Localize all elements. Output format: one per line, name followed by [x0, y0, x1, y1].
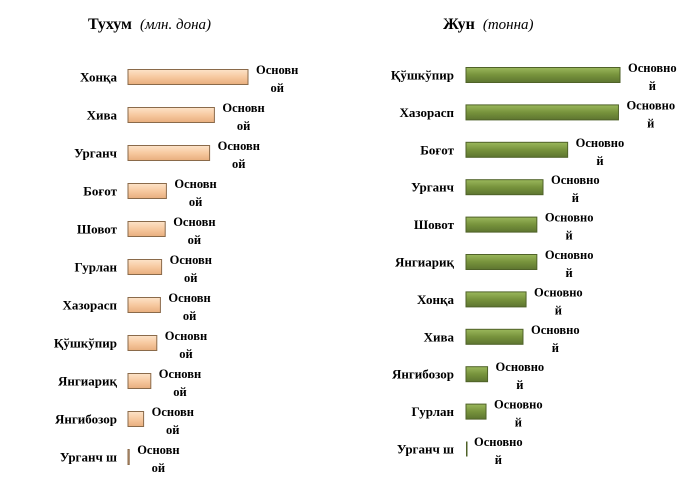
egg-data-label: Основн ой	[174, 177, 216, 209]
wool-bar	[466, 441, 468, 457]
egg-chart: Тухум (млн. дона) Хонқа Хива Урганч Боғот Шо…	[54, 16, 298, 475]
wool-category-label: Хазорасп	[399, 105, 454, 120]
wool-data-label: Основно й	[494, 398, 543, 430]
egg-data-label: Основн ой	[173, 215, 215, 247]
wool-category-label: Қўшкўпир	[391, 68, 454, 83]
wool-data-label: Основно й	[474, 435, 523, 467]
egg-category-label: Янгибозор	[55, 412, 117, 427]
egg-bar	[127, 449, 130, 465]
wool-bar	[465, 216, 538, 233]
wool-bar	[465, 328, 524, 345]
wool-data-label: Основно й	[531, 323, 580, 355]
egg-bar	[127, 411, 145, 427]
egg-category-label: Урганч ш	[60, 450, 117, 465]
egg-data-label: Основн ой	[222, 101, 264, 133]
wool-chart-title: Жун (тонна)	[443, 16, 534, 33]
egg-chart-title-main: Тухум	[88, 16, 132, 33]
wool-bar	[465, 366, 489, 383]
egg-data-label: Основн ой	[165, 329, 207, 361]
wool-category-label: Урганч	[411, 180, 454, 195]
egg-chart-title: Тухум (млн. дона)	[88, 16, 211, 33]
wool-category-label: Хива	[424, 329, 455, 344]
wool-data-label: Основно й	[628, 61, 677, 93]
wool-category-label: Янгибозор	[392, 367, 454, 382]
egg-bar	[127, 373, 152, 389]
wool-category-label: Янгиариқ	[395, 255, 454, 270]
egg-category-label: Гурлан	[75, 260, 118, 275]
wool-category-label: Боғот	[420, 142, 454, 157]
egg-chart-title-unit: (млн. дона)	[140, 17, 211, 33]
egg-bar	[127, 335, 158, 351]
wool-bar	[465, 291, 527, 308]
egg-data-label: Основн ой	[218, 139, 260, 171]
wool-category-labels: Қўшкўпир Хазорасп Боғот Урганч Шовот Янгиариқ…	[391, 68, 455, 457]
wool-category-label: Гурлан	[412, 404, 455, 419]
wool-chart-title-unit: (тонна)	[483, 17, 534, 33]
egg-bar	[127, 297, 161, 313]
egg-category-label: Хонқа	[80, 70, 117, 85]
egg-category-labels: Хонқа Хива Урганч Боғот Шовот Гурлан Хазорасп Қ…	[54, 70, 118, 465]
egg-bar	[127, 69, 249, 85]
wool-data-label: Основно й	[551, 173, 600, 205]
egg-data-label: Основн ой	[170, 253, 212, 285]
egg-category-label: Шовот	[77, 222, 118, 237]
wool-bar	[465, 403, 487, 420]
wool-category-label: Хонқа	[417, 292, 454, 307]
wool-category-label: Урганч ш	[397, 442, 454, 457]
egg-bar	[127, 221, 166, 237]
egg-bar	[127, 145, 211, 161]
wool-bar	[465, 179, 544, 196]
egg-data-label: Основн ой	[168, 291, 210, 323]
egg-data-label: Основн ой	[137, 443, 179, 475]
egg-data-label: Основн ой	[152, 405, 194, 437]
wool-data-label: Основно й	[545, 211, 594, 243]
egg-category-label: Урганч	[74, 146, 117, 161]
egg-category-label: Хива	[87, 108, 118, 123]
wool-category-label: Шовот	[414, 217, 455, 232]
wool-bar	[465, 254, 538, 270]
wool-chart: Жун (тонна) Қўшкўпир Хазорасп Боғот Урганч Ш…	[391, 16, 677, 467]
egg-category-label: Хазорасп	[62, 298, 117, 313]
egg-data-label: Основн ой	[256, 63, 298, 95]
egg-data-label: Основн ой	[159, 367, 201, 399]
wool-data-label: Основно й	[545, 248, 594, 280]
wool-chart-title-main: Жун	[443, 16, 475, 33]
egg-bar	[127, 183, 167, 199]
wool-data-label: Основно й	[496, 360, 545, 392]
wool-data-label: Основно й	[626, 98, 675, 130]
wool-bar	[465, 67, 621, 83]
egg-category-label: Қўшкўпир	[54, 336, 117, 351]
wool-bar	[465, 141, 569, 158]
egg-bars	[127, 69, 249, 465]
wool-data-label: Основно й	[576, 136, 625, 168]
egg-bar	[127, 259, 163, 275]
wool-bar	[465, 104, 619, 121]
egg-bar	[127, 107, 215, 123]
egg-category-label: Янгиариқ	[58, 374, 117, 389]
wool-bars	[465, 67, 621, 457]
wool-data-label: Основно й	[534, 285, 583, 317]
egg-category-label: Боғот	[83, 184, 117, 199]
